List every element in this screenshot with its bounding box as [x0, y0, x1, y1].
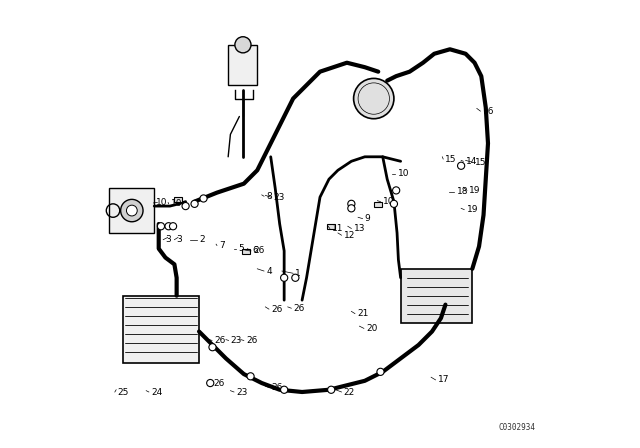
Text: 26: 26 [294, 304, 305, 313]
Text: 5: 5 [239, 244, 244, 253]
Text: 3: 3 [165, 235, 171, 244]
Circle shape [377, 368, 384, 375]
Text: 7: 7 [220, 241, 225, 250]
Text: 11: 11 [332, 224, 344, 233]
Text: 15: 15 [475, 158, 486, 167]
Text: 16: 16 [483, 107, 494, 116]
Text: 10: 10 [383, 197, 394, 206]
Circle shape [292, 274, 299, 281]
Text: 26: 26 [271, 383, 282, 392]
Text: 20: 20 [366, 324, 378, 333]
Text: 24: 24 [151, 388, 163, 396]
Text: 9: 9 [365, 214, 371, 223]
Circle shape [170, 223, 177, 230]
Circle shape [127, 205, 137, 216]
Circle shape [121, 199, 143, 222]
Circle shape [247, 373, 254, 380]
Text: 15: 15 [445, 155, 457, 164]
Bar [401, 269, 472, 323]
Text: 19: 19 [467, 205, 478, 214]
Circle shape [390, 200, 397, 207]
Circle shape [348, 205, 355, 212]
Circle shape [392, 187, 400, 194]
Text: C0302934: C0302934 [498, 423, 535, 432]
Circle shape [348, 200, 355, 207]
Circle shape [328, 386, 335, 393]
Bar [327, 224, 335, 229]
Text: 26: 26 [246, 336, 257, 345]
Text: 23: 23 [273, 193, 284, 202]
Circle shape [165, 223, 172, 230]
Text: 12: 12 [344, 231, 355, 240]
Circle shape [280, 386, 288, 393]
Circle shape [280, 274, 288, 281]
Text: 4: 4 [266, 267, 272, 276]
Text: 21: 21 [357, 309, 369, 318]
Text: 18: 18 [457, 187, 468, 196]
Text: 22: 22 [344, 388, 355, 396]
Text: 2: 2 [199, 235, 205, 244]
Circle shape [182, 202, 189, 210]
Text: 6: 6 [252, 246, 258, 255]
Circle shape [235, 37, 251, 53]
Text: 10: 10 [171, 199, 182, 208]
Text: 10: 10 [156, 198, 167, 207]
Text: 10: 10 [397, 169, 409, 178]
Bar [242, 249, 250, 254]
Text: 26: 26 [214, 336, 226, 345]
Circle shape [191, 200, 198, 207]
Circle shape [458, 162, 465, 169]
Text: 23: 23 [231, 336, 242, 345]
Text: 13: 13 [353, 224, 365, 233]
Text: 19: 19 [469, 186, 481, 195]
Bar [109, 188, 154, 233]
Bar [174, 197, 182, 202]
Text: 3: 3 [177, 235, 182, 244]
Text: 1: 1 [296, 269, 301, 278]
Circle shape [209, 344, 216, 351]
Text: 8: 8 [266, 192, 272, 201]
Bar [228, 45, 257, 85]
Text: 26: 26 [271, 305, 282, 314]
Text: 26: 26 [214, 379, 225, 388]
Circle shape [200, 195, 207, 202]
Text: 14: 14 [466, 157, 477, 166]
Text: 23: 23 [236, 388, 248, 396]
Text: 17: 17 [438, 375, 449, 384]
Circle shape [207, 379, 214, 387]
Bar [123, 296, 199, 363]
Bar [374, 202, 382, 207]
Text: 26: 26 [253, 246, 264, 255]
Circle shape [353, 78, 394, 119]
Text: 25: 25 [117, 388, 129, 396]
Circle shape [157, 223, 164, 230]
